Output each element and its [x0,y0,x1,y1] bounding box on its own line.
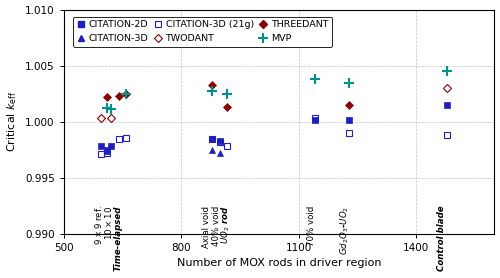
Text: Axial void: Axial void [202,205,211,248]
Text: $UO_2$ rod: $UO_2$ rod [219,205,232,244]
CITATION-2D [208,138,214,141]
THREEDANT [224,105,230,109]
CITATION-2D [104,148,110,151]
Text: Control blade: Control blade [437,205,446,271]
CITATION-3D (21g) [218,140,224,143]
MVP [224,92,230,95]
Line: CITATION-3D: CITATION-3D [104,147,224,156]
MVP [444,70,450,73]
CITATION-3D (21g) [224,145,230,148]
CITATION-3D (21g) [104,151,110,155]
MVP [104,106,110,110]
THREEDANT [208,83,214,86]
CITATION-2D [98,145,104,148]
CITATION-3D (21g) [122,137,128,140]
CITATION-3D [218,151,224,155]
MVP [108,108,114,111]
Text: $Gd_2O_3$-$UO_2$: $Gd_2O_3$-$UO_2$ [338,205,351,255]
CITATION-2D [346,119,352,122]
CITATION-3D (21g) [444,133,450,137]
Line: MVP: MVP [102,67,451,114]
CITATION-2D [444,103,450,106]
CITATION-3D (21g) [116,138,121,141]
THREEDANT [122,92,128,95]
Line: TWODANT: TWODANT [98,85,450,121]
MVP [208,90,214,93]
Line: CITATION-2D: CITATION-2D [98,102,450,152]
CITATION-3D (21g) [98,152,104,156]
MVP [122,92,128,95]
CITATION-3D [104,149,110,152]
CITATION-3D [208,148,214,151]
CITATION-2D [312,119,318,122]
TWODANT [98,116,104,120]
Line: CITATION-3D (21g): CITATION-3D (21g) [98,115,450,157]
TWODANT [444,86,450,90]
MVP [346,82,352,85]
Text: $10 \times 10$: $10 \times 10$ [103,205,114,240]
CITATION-3D (21g) [312,116,318,120]
THREEDANT [104,95,110,99]
MVP [312,77,318,81]
CITATION-2D [108,145,114,148]
CITATION-3D (21g) [346,131,352,135]
Text: Time-elapsed: Time-elapsed [113,205,122,271]
CITATION-2D [218,139,224,142]
Y-axis label: Critical $\it{k}_{\rm eff}$: Critical $\it{k}_{\rm eff}$ [6,91,20,152]
THREEDANT [346,103,352,106]
THREEDANT [116,94,121,98]
X-axis label: Number of MOX rods in driver region: Number of MOX rods in driver region [177,258,382,268]
Line: THREEDANT: THREEDANT [104,82,352,110]
Legend: CITATION-2D, CITATION-3D, CITATION-3D (21g), TWODANT, THREEDANT, MVP: CITATION-2D, CITATION-3D, CITATION-3D (2… [72,16,332,47]
Text: 40% void: 40% void [212,205,220,246]
CITATION-3D (21g) [208,138,214,141]
Text: $9 \times 9$ ref.: $9 \times 9$ ref. [94,205,104,245]
TWODANT [108,116,114,120]
Text: 70% void: 70% void [306,205,316,246]
